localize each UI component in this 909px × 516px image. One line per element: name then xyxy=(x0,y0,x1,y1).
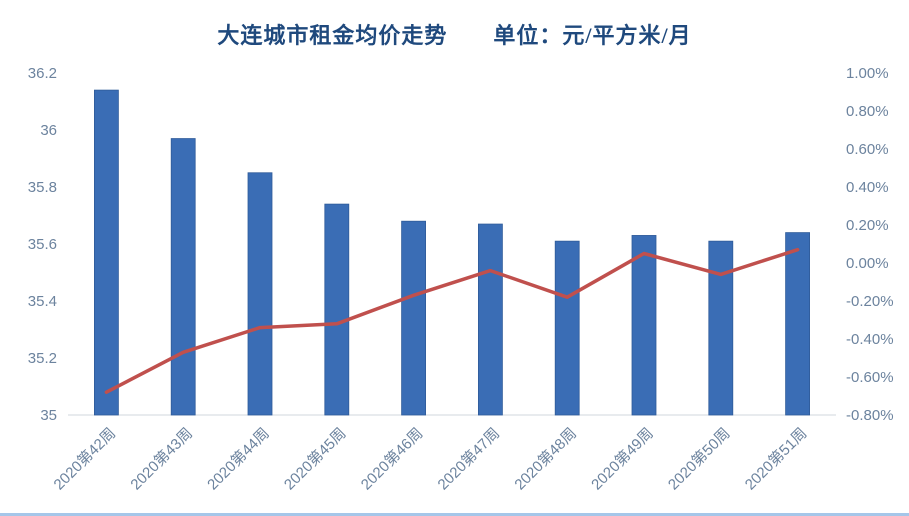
window-bottom-border xyxy=(0,513,909,516)
left-axis-tick: 35.6 xyxy=(28,236,57,253)
right-axis-tick: 0.60% xyxy=(846,141,889,158)
left-axis-tick: 36.2 xyxy=(28,65,57,82)
x-axis-label: 2020第50周 xyxy=(664,424,733,493)
x-axis-label: 2020第42周 xyxy=(50,424,119,493)
bar-2020第45周 xyxy=(324,203,350,416)
x-axis-label: 2020第44周 xyxy=(203,424,272,493)
bar-2020第48周 xyxy=(554,240,580,416)
bar-2020第49周 xyxy=(631,235,657,416)
x-axis-label: 2020第46周 xyxy=(357,424,426,493)
bar-2020第50周 xyxy=(708,240,734,416)
chart-title: 大连城市租金均价走势 单位：元/平方米/月 xyxy=(217,23,692,48)
bar-2020第44周 xyxy=(247,172,273,416)
x-axis-label: 2020第51周 xyxy=(741,424,810,493)
right-axis-tick: 0.80% xyxy=(846,103,889,120)
x-axis-label: 2020第49周 xyxy=(587,424,656,493)
left-axis-tick: 35.8 xyxy=(28,179,57,196)
left-axis-tick: 35.4 xyxy=(28,293,57,310)
right-axis-tick: 0.40% xyxy=(846,179,889,196)
right-axis-tick: -0.40% xyxy=(846,331,894,348)
right-axis-tick: -0.80% xyxy=(846,407,894,424)
left-axis-tick: 35 xyxy=(40,407,57,424)
bar-2020第43周 xyxy=(170,138,196,416)
bar-2020第46周 xyxy=(401,220,427,416)
bar-2020第51周 xyxy=(785,232,810,416)
line-week-change xyxy=(104,247,800,394)
left-axis-tick: 35.2 xyxy=(28,350,57,367)
left-axis-tick: 36 xyxy=(40,122,57,139)
x-axis-label: 2020第45周 xyxy=(280,424,349,493)
bar-2020第42周 xyxy=(94,89,119,416)
right-axis-tick: 1.00% xyxy=(846,65,889,82)
right-axis-tick: 0.20% xyxy=(846,217,889,234)
bar-2020第47周 xyxy=(477,223,503,416)
right-axis-tick: -0.20% xyxy=(846,293,894,310)
x-axis-label: 2020第47周 xyxy=(434,424,503,493)
right-axis-tick: -0.60% xyxy=(846,369,894,386)
right-axis-tick: 0.00% xyxy=(846,255,889,272)
x-axis-label: 2020第48周 xyxy=(511,424,580,493)
x-axis-label: 2020第43周 xyxy=(127,424,196,493)
